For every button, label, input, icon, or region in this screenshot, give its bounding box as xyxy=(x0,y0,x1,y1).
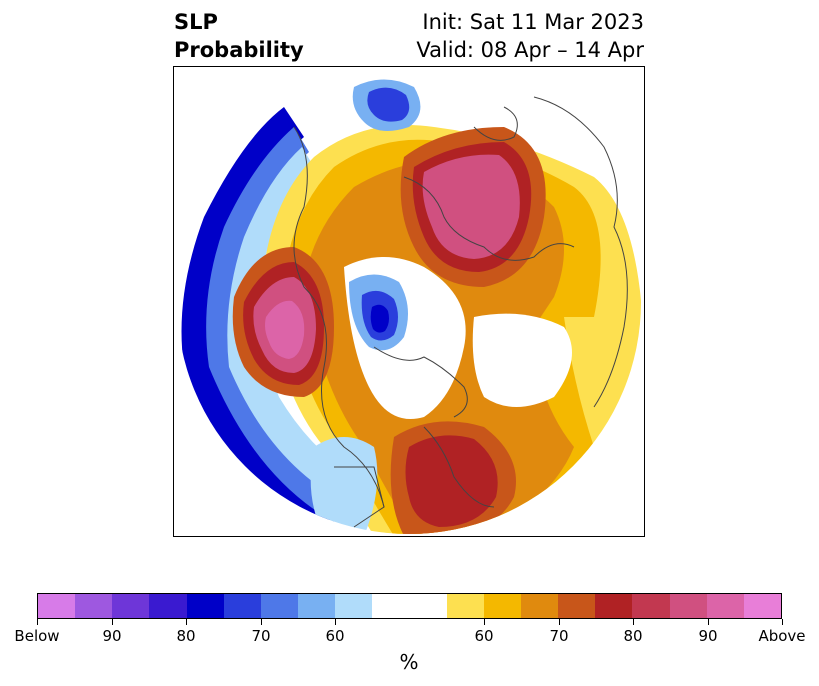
colorbar-tick-label: 80 xyxy=(176,627,196,645)
colorbar-tick-label: 70 xyxy=(549,627,569,645)
neutral-zone-atlantic xyxy=(472,313,572,407)
eastern-us-80 xyxy=(405,435,498,527)
colorbar-tick xyxy=(186,619,187,625)
colorbar-tick xyxy=(708,619,709,625)
below-zone-inner xyxy=(227,147,352,502)
pacific-95 xyxy=(265,300,305,359)
colorbar-segment xyxy=(595,594,633,618)
arctic-low-85 xyxy=(370,304,389,333)
colorbar-tick-label: 70 xyxy=(251,627,271,645)
title-right: Init: Sat 11 Mar 2023 Valid: 08 Apr – 14… xyxy=(416,8,644,64)
colorbar-segment xyxy=(483,594,522,618)
colorbar-segment xyxy=(260,594,299,618)
colorbar-tick xyxy=(112,619,113,625)
title-left: SLP Probability xyxy=(174,8,304,64)
colorbar-segment xyxy=(335,594,373,618)
colorbar-segment xyxy=(706,594,744,618)
below-zone-mid xyxy=(206,127,344,522)
coastlines xyxy=(293,96,628,528)
colorbar-tick xyxy=(261,619,262,625)
colorbar-tick xyxy=(37,619,38,625)
north-low-75 xyxy=(367,87,410,122)
init-date: Init: Sat 11 Mar 2023 xyxy=(422,10,644,34)
title-field: Probability xyxy=(174,38,304,62)
colorbar-tick xyxy=(335,619,336,625)
colorbar-segment xyxy=(632,594,670,618)
polar-map xyxy=(177,70,641,534)
colorbar-segment xyxy=(75,594,113,618)
colorbar-segment xyxy=(149,594,187,618)
colorbar-tick xyxy=(484,619,485,625)
colorbar-segment xyxy=(38,594,76,618)
colorbar-tick-label: 90 xyxy=(698,627,718,645)
valid-range: Valid: 08 Apr – 14 Apr xyxy=(416,38,644,62)
colorbar-tick xyxy=(633,619,634,625)
colorbar-tick-label: Above xyxy=(758,627,806,645)
colorbar-tick-label: 80 xyxy=(623,627,643,645)
colorbar-unit: % xyxy=(399,650,419,674)
sw-us-below xyxy=(310,437,378,534)
colorbar-tick xyxy=(559,619,560,625)
colorbar-segment xyxy=(298,594,336,618)
colorbar-segment xyxy=(186,594,224,618)
colorbar-segment xyxy=(112,594,150,618)
colorbar-tick-label: 60 xyxy=(325,627,345,645)
map-panel xyxy=(173,66,645,537)
colorbar-segment xyxy=(223,594,261,618)
title-variable: SLP xyxy=(174,10,218,34)
colorbar-tick-label: Below xyxy=(14,627,60,645)
colorbar-tick xyxy=(782,619,783,625)
probability-field xyxy=(177,70,641,534)
colorbar-segment xyxy=(521,594,559,618)
colorbar-tick-label: 60 xyxy=(474,627,494,645)
colorbar-segment xyxy=(558,594,596,618)
siberia-90 xyxy=(422,154,520,259)
colorbar-segment xyxy=(669,594,707,618)
below-zone-outer xyxy=(181,107,334,534)
colorbar xyxy=(37,593,782,619)
colorbar-segment xyxy=(743,594,782,618)
colorbar-segment xyxy=(446,594,484,618)
colorbar-segment xyxy=(372,594,447,618)
colorbar-tick-label: 90 xyxy=(102,627,122,645)
